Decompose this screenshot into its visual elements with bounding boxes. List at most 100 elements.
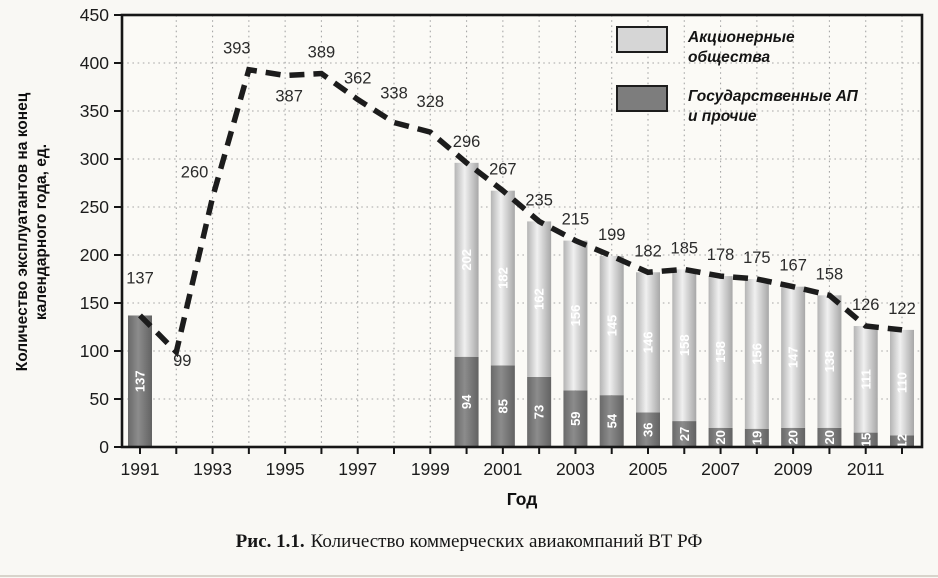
bar-2000-joint-stock (454, 162, 479, 357)
bar-2006-state (672, 421, 697, 447)
point-label-1995: 387 (275, 87, 303, 105)
legend-item-joint-stock: Акционерные общества (616, 26, 858, 68)
point-label-2008: 175 (743, 249, 771, 267)
bar-label-dark-2003: 59 (568, 411, 583, 425)
xtick-1999: 1999 (411, 459, 450, 479)
bar-label-light-2009: 147 (786, 346, 801, 368)
point-label-2011: 126 (852, 296, 880, 314)
page-rule (0, 575, 938, 577)
bar-label-dark-2007: 20 (713, 430, 728, 444)
bar-label-dark-2012: 12 (895, 434, 910, 448)
axes (114, 13, 924, 454)
point-label-1992: 99 (173, 352, 191, 370)
ytick-400: 400 (80, 53, 109, 73)
bar-2003-joint-stock (563, 240, 588, 391)
bar-2009-state (781, 427, 806, 447)
point-label-2001: 267 (489, 161, 517, 179)
bar-label-dark-2010: 20 (822, 430, 837, 444)
total-line (138, 66, 903, 358)
bar-label-dark-2011: 15 (858, 433, 873, 447)
y-axis-title: Количество эксплуатантов на конец календ… (14, 92, 50, 372)
bar-2008-joint-stock (744, 279, 769, 429)
caption-text: Количество коммерческих авиакомпаний ВТ … (310, 531, 703, 552)
bar-2010-joint-stock (817, 295, 842, 428)
bars: 137 202 94 182 85 162 73 156 59 145 54 146 36 158 27 15… (128, 162, 914, 448)
legend-label-state: Государственные АП и прочие (688, 88, 858, 126)
xtick-1995: 1995 (266, 459, 305, 479)
point-label-2004: 199 (598, 226, 626, 244)
bar-2008-state (744, 428, 769, 447)
xtick-2005: 2005 (629, 459, 668, 479)
x-axis-title: Год (506, 489, 538, 509)
bar-2004-state (599, 395, 624, 447)
point-label-1998: 338 (380, 85, 408, 103)
point-labels: 137 99 260 393 387 389 362 338 328 296 267 235 215 19… (126, 40, 916, 370)
bar-2002-joint-stock (527, 221, 552, 377)
ytick-100: 100 (80, 341, 109, 361)
point-label-1996: 389 (308, 44, 336, 62)
ytick-350: 350 (80, 101, 109, 121)
bar-label-dark-2000: 94 (459, 394, 474, 409)
bar-label-light-2010: 138 (822, 351, 837, 373)
bar-label-light-2007: 158 (713, 341, 728, 363)
bar-label-light-2002: 162 (532, 288, 547, 310)
bar-2002-state (527, 376, 552, 447)
figure-caption: Рис. 1.1. Количество коммерческих авиаком… (0, 531, 938, 553)
bar-label-light-2000: 202 (459, 249, 474, 271)
point-label-2012: 122 (888, 300, 916, 318)
bar-label-light-2005: 146 (641, 332, 656, 354)
bar-2007-state (708, 427, 733, 447)
bar-label-light-2012: 110 (895, 372, 910, 393)
xtick-1997: 1997 (338, 459, 377, 479)
point-label-2003: 215 (562, 211, 590, 229)
xtick-2011: 2011 (847, 459, 885, 479)
bar-2000-state (454, 356, 479, 447)
point-label-2002: 235 (525, 191, 553, 209)
bar-label-dark-2008: 19 (749, 431, 764, 445)
ytick-50: 50 (90, 389, 110, 409)
point-label-1993: 260 (181, 163, 209, 181)
bar-2011-state (853, 432, 878, 447)
xtick-2003: 2003 (556, 459, 595, 479)
xtick-2007: 2007 (701, 459, 740, 479)
bar-2006-joint-stock (672, 269, 697, 422)
bar-label-dark-2006: 27 (677, 427, 692, 441)
bar-2004-joint-stock (599, 255, 624, 396)
point-label-2006: 185 (671, 239, 699, 257)
bar-label-dark-2004: 54 (604, 413, 619, 428)
bar-2012-joint-stock (890, 329, 914, 436)
point-label-2007: 178 (707, 246, 735, 264)
point-label-1994: 393 (223, 40, 251, 58)
legend-label-joint-stock: Акционерные общества (688, 29, 795, 67)
bar-label-light-2003: 156 (568, 305, 583, 327)
ytick-300: 300 (80, 149, 109, 169)
bar-2003-state (563, 390, 588, 447)
bar-2005-state (636, 412, 660, 447)
ytick-450: 450 (80, 5, 109, 25)
tick-labels: 0 50 100 150 200 250 300 350 400 450 1991 1993 1995 1… (80, 5, 885, 479)
bar-label-dark-1991: 137 (133, 370, 148, 392)
bar-2005-joint-stock (636, 272, 660, 413)
legend: Акционерные общества Государственные АП … (616, 26, 858, 145)
xtick-1991: 1991 (121, 459, 160, 479)
point-label-2000: 296 (453, 133, 481, 151)
bar-label-light-2008: 156 (749, 343, 764, 365)
ytick-150: 150 (80, 293, 109, 313)
xtick-2001: 2001 (483, 459, 522, 479)
bar-2001-joint-stock (490, 190, 515, 366)
bar-label-light-2004: 145 (604, 315, 619, 337)
bar-2011-joint-stock (853, 326, 878, 433)
point-label-1999: 328 (417, 93, 445, 111)
bar-label-light-2001: 182 (495, 267, 510, 289)
point-label-2010: 158 (816, 265, 844, 283)
bar-1991-state (128, 315, 152, 447)
point-label-1997: 362 (344, 69, 372, 87)
bar-label-dark-2001: 85 (495, 399, 510, 413)
chart-canvas: 137 202 94 182 85 162 73 156 59 145 54 146 36 158 27 15… (80, 5, 924, 479)
legend-swatch-light (616, 26, 668, 53)
ytick-200: 200 (80, 245, 109, 265)
bar-label-light-2011: 111 (858, 369, 873, 389)
bar-label-dark-2002: 73 (532, 405, 547, 419)
bar-2012-state (890, 435, 914, 447)
